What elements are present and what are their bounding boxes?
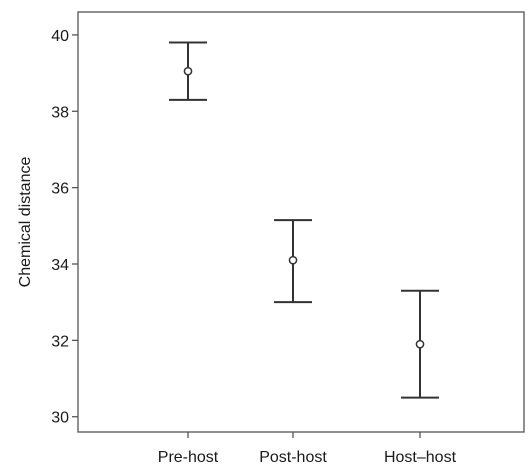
y-tick-label: 40 <box>51 28 69 45</box>
mean-point <box>183 66 193 76</box>
error-bar-group <box>274 219 312 304</box>
mean-point <box>288 255 298 265</box>
error-bar-group <box>401 289 439 399</box>
x-axis: Pre-host Post-host Host–host <box>158 432 457 466</box>
plot-frame <box>77 11 525 433</box>
mean-point <box>415 339 425 349</box>
error-bar-group <box>169 41 207 101</box>
y-axis-title: Chemical distance <box>17 157 34 288</box>
x-tick-label: Pre-host <box>158 449 219 466</box>
y-tick-label: 32 <box>51 333 69 350</box>
y-axis: 30 32 34 36 38 40 <box>51 28 78 427</box>
y-tick-label: 30 <box>51 410 69 427</box>
y-tick-label: 38 <box>51 104 69 121</box>
y-tick-label: 34 <box>51 257 69 274</box>
error-bars <box>169 41 439 399</box>
y-tick-label: 36 <box>51 181 69 198</box>
x-tick-label: Host–host <box>384 449 457 466</box>
x-tick-label: Post-host <box>259 449 327 466</box>
